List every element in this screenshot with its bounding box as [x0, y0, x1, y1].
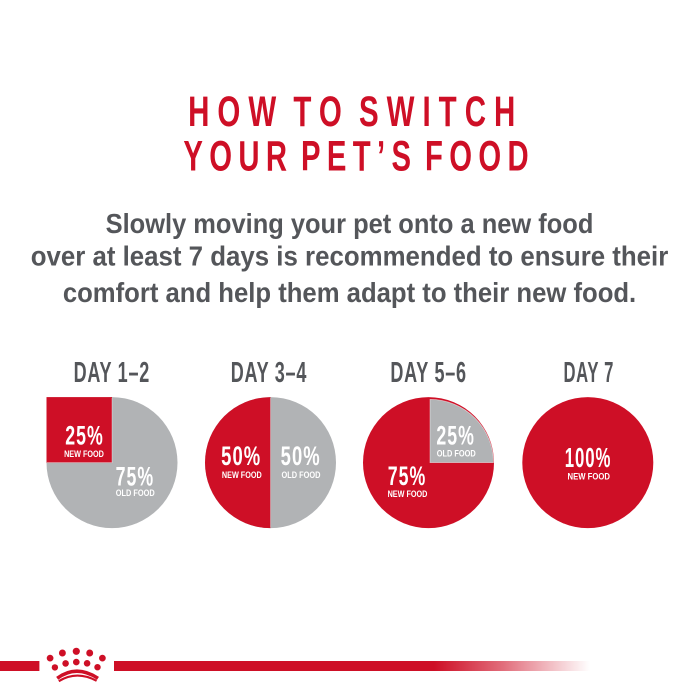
svg-text:75%: 75% [116, 462, 155, 491]
svg-text:over at least 7 days is recomm: over at least 7 days is recommended to e… [31, 241, 669, 272]
svg-text:DAY 1–2: DAY 1–2 [74, 357, 150, 389]
svg-text:OLD FOOD: OLD FOOD [437, 448, 476, 459]
svg-text:25%: 25% [436, 421, 475, 450]
svg-text:NEW FOOD: NEW FOOD [64, 448, 104, 459]
svg-text:75%: 75% [388, 462, 427, 491]
svg-text:100%: 100% [565, 442, 612, 474]
svg-text:NEW FOOD: NEW FOOD [388, 488, 428, 499]
svg-text:NEW FOOD: NEW FOOD [222, 469, 262, 480]
svg-text:Slowly moving your pet onto a: Slowly moving your pet onto a new food [106, 208, 594, 239]
svg-text:OLD FOOD: OLD FOOD [116, 487, 155, 498]
svg-text:DAY 3–4: DAY 3–4 [231, 357, 307, 389]
svg-text:comfort and help them adapt to: comfort and help them adapt to their new… [63, 277, 636, 308]
svg-text:25%: 25% [65, 421, 104, 450]
svg-text:DAY 5–6: DAY 5–6 [390, 357, 466, 389]
svg-text:HOW TO SWITCH: HOW TO SWITCH [188, 88, 523, 136]
svg-text:OLD FOOD: OLD FOOD [282, 469, 321, 480]
svg-text:50%: 50% [221, 441, 261, 471]
svg-text:DAY 7: DAY 7 [563, 356, 614, 388]
svg-text:NEW FOOD: NEW FOOD [568, 471, 610, 482]
svg-text:50%: 50% [281, 441, 321, 471]
svg-text:YOUR PET’S FOOD: YOUR PET’S FOOD [183, 132, 535, 180]
